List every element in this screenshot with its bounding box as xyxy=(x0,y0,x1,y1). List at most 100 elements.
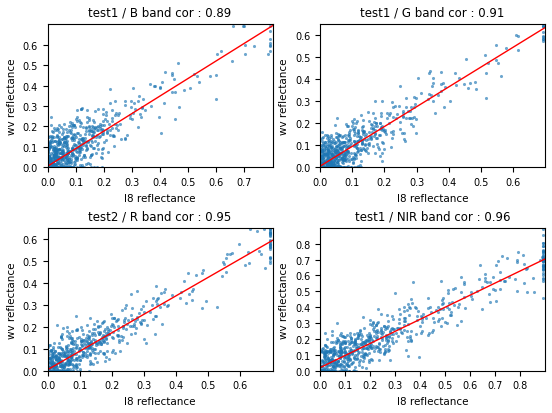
Point xyxy=(65,361,74,367)
Point xyxy=(326,162,335,169)
Point xyxy=(346,330,354,337)
Point xyxy=(381,332,390,338)
Point xyxy=(365,317,374,324)
Point xyxy=(373,344,382,350)
Point xyxy=(317,349,326,356)
Point xyxy=(68,122,77,129)
Point xyxy=(348,154,357,161)
Point xyxy=(70,123,78,129)
Point xyxy=(48,361,57,368)
Point xyxy=(211,72,220,79)
Point xyxy=(461,57,470,63)
Point xyxy=(51,147,60,154)
Point xyxy=(322,361,331,368)
Point xyxy=(64,159,73,165)
Point xyxy=(538,256,547,263)
Point xyxy=(86,143,95,150)
Point xyxy=(344,351,353,358)
Point xyxy=(371,328,380,334)
Point xyxy=(64,335,73,342)
Point xyxy=(99,127,108,134)
Point xyxy=(253,228,262,235)
Point xyxy=(88,145,97,152)
Point xyxy=(198,304,206,311)
Point xyxy=(317,347,326,354)
Point xyxy=(47,354,56,361)
Point xyxy=(316,368,325,374)
Point xyxy=(54,344,62,350)
Point xyxy=(457,318,466,325)
Point xyxy=(360,137,369,143)
Point xyxy=(47,352,56,359)
Point xyxy=(98,337,107,344)
Point xyxy=(156,85,164,92)
Point xyxy=(56,164,65,171)
Point xyxy=(319,164,328,171)
Point xyxy=(266,232,275,239)
Point xyxy=(54,154,63,161)
Point xyxy=(363,337,371,344)
Point xyxy=(55,140,63,147)
Point xyxy=(480,52,489,59)
Point xyxy=(327,356,336,363)
Point xyxy=(482,95,491,102)
Point xyxy=(49,153,58,159)
Point xyxy=(336,141,344,148)
Point xyxy=(79,124,88,131)
Point xyxy=(433,318,442,324)
Point xyxy=(424,332,433,338)
Point xyxy=(336,352,344,359)
Point xyxy=(43,368,52,374)
Point xyxy=(325,149,333,155)
Point xyxy=(320,366,329,372)
Point xyxy=(55,355,63,361)
Point xyxy=(81,161,90,168)
Point xyxy=(383,318,392,325)
Point xyxy=(348,156,357,162)
Point xyxy=(47,368,56,374)
Point xyxy=(65,348,74,354)
Point xyxy=(428,329,437,336)
Point xyxy=(325,164,334,171)
Point xyxy=(53,164,62,171)
Point xyxy=(321,348,330,355)
Point xyxy=(323,164,332,171)
Point xyxy=(155,304,164,311)
Point xyxy=(137,115,146,121)
Point xyxy=(341,340,350,347)
Point xyxy=(67,353,76,360)
Point xyxy=(319,162,327,169)
Point xyxy=(330,350,338,356)
Point xyxy=(371,322,380,328)
Point xyxy=(381,131,390,138)
Point xyxy=(43,155,52,161)
Point xyxy=(52,164,61,171)
Point xyxy=(319,368,328,374)
Point xyxy=(397,130,406,137)
Point xyxy=(221,255,230,261)
Point xyxy=(60,361,69,368)
Point xyxy=(320,350,328,357)
Point xyxy=(450,71,459,77)
Point xyxy=(365,336,374,342)
Point xyxy=(364,129,373,135)
Point xyxy=(538,38,547,45)
Point xyxy=(391,104,400,110)
Point xyxy=(266,242,275,248)
Point xyxy=(54,164,62,171)
Point xyxy=(342,350,351,357)
Point xyxy=(342,121,351,128)
Point xyxy=(373,123,381,130)
Point xyxy=(63,352,72,359)
Point xyxy=(65,156,74,163)
Point xyxy=(116,136,125,143)
Point xyxy=(338,155,347,162)
Point xyxy=(70,138,78,144)
Point xyxy=(62,144,71,151)
Point xyxy=(51,361,60,368)
Point xyxy=(47,160,56,167)
Point xyxy=(60,352,69,359)
Point xyxy=(341,338,350,344)
Point xyxy=(102,129,111,136)
Point xyxy=(316,159,325,165)
